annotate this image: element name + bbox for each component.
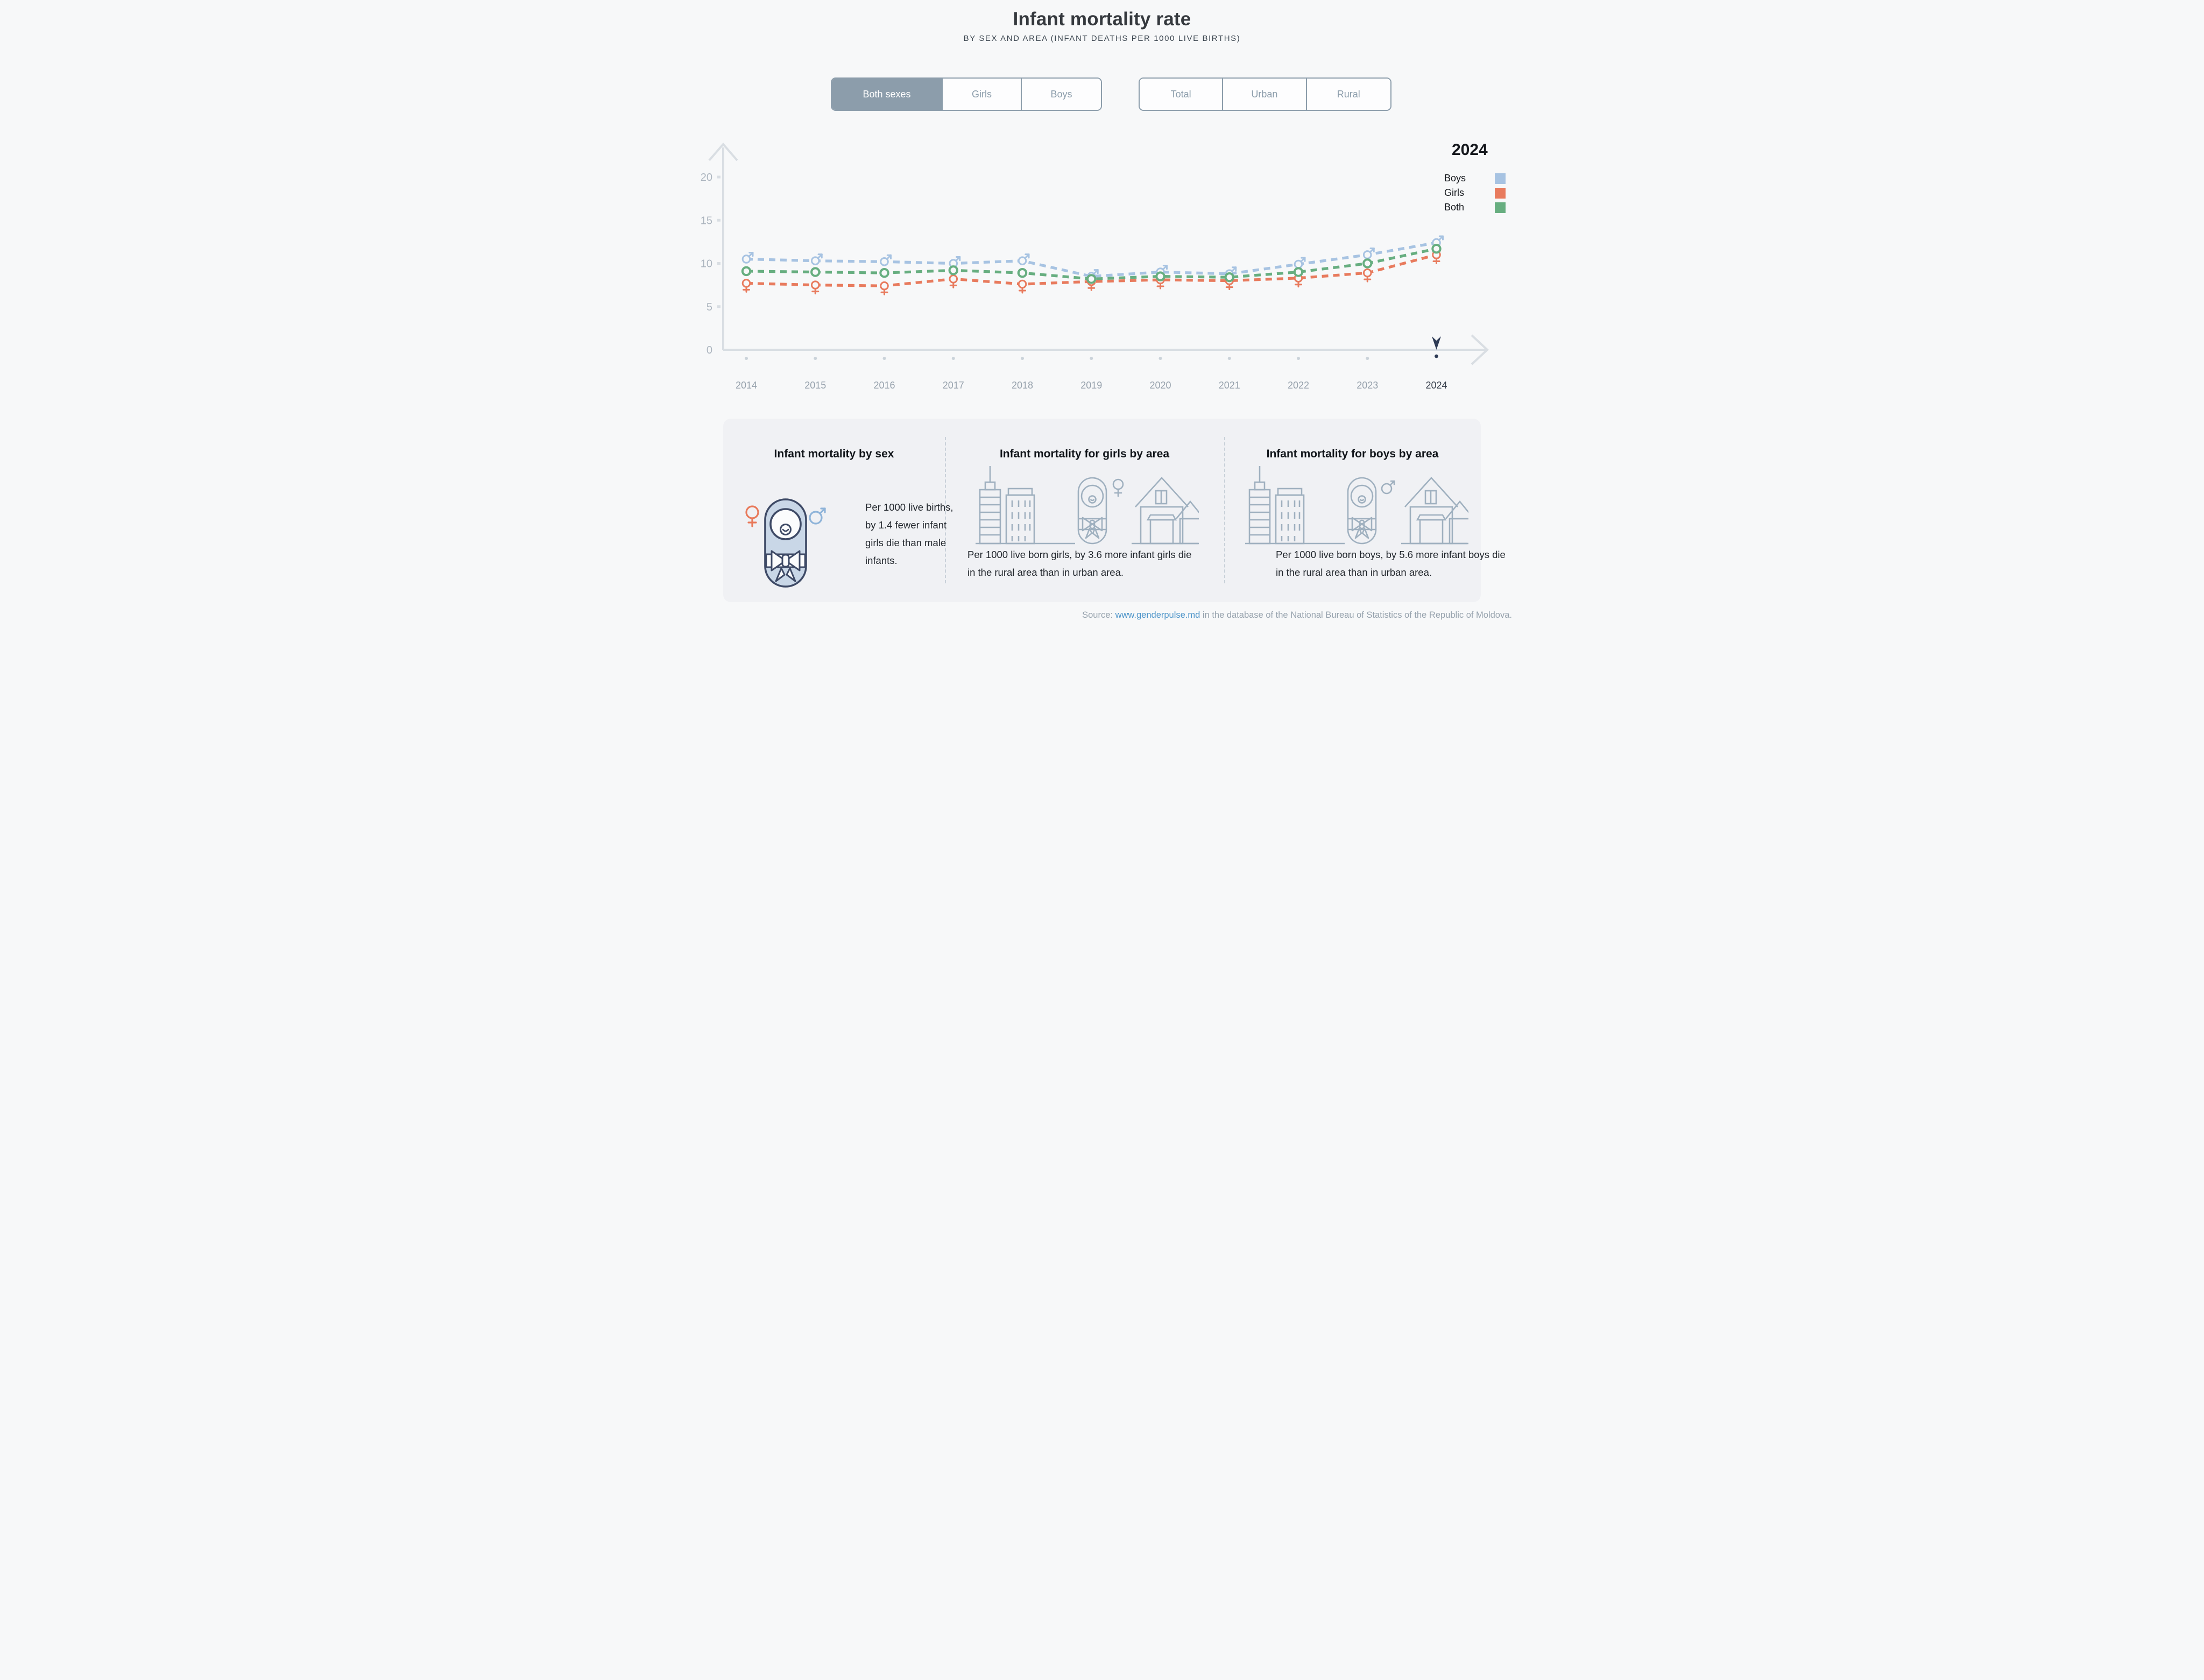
svg-text:5: 5 — [707, 301, 712, 313]
year-label-2014[interactable]: 2014 — [736, 380, 757, 391]
selected-year-pin[interactable] — [1432, 336, 1441, 350]
legend-year: 2024 — [1452, 141, 1488, 159]
legend-swatch — [1495, 187, 1506, 199]
year-dot — [1227, 357, 1231, 360]
chart-legend: 2024 Boys Girls Both — [1444, 141, 1506, 215]
year-label-2016[interactable]: 2016 — [873, 380, 895, 391]
female-symbol-icon — [745, 505, 759, 527]
card-mortality-by-sex: Infant mortality by sex — [723, 419, 953, 602]
male-symbol-icon — [809, 507, 826, 525]
toggle-total[interactable]: Total — [1140, 79, 1224, 110]
city-buildings-icon — [976, 466, 1075, 545]
toggle-both-sexes[interactable]: Both sexes — [832, 79, 943, 110]
swaddled-baby-icon — [1077, 477, 1107, 545]
line-chart: 0 5 10 15 20 2014 2015 2016 2017 2018 2019 2020 2021… — [701, 142, 1489, 391]
toggle-boys[interactable]: Boys — [1022, 79, 1101, 110]
urban-rural-boys-icon — [1245, 466, 1468, 545]
card-text: Per 1000 live births, by 1.4 fewer infant… — [865, 502, 953, 566]
year-label-2017[interactable]: 2017 — [943, 380, 964, 391]
genderpulse-infant-mortality-page: Infant mortality rate BY SEX AND AREA (I… — [689, 0, 1515, 630]
year-label-2024[interactable]: 2024 — [1425, 380, 1447, 391]
year-dot — [951, 357, 955, 360]
legend-item-boys: Boys — [1444, 171, 1506, 186]
source-link[interactable]: www.genderpulse.md — [1115, 610, 1200, 620]
year-dot — [1297, 357, 1300, 360]
year-label-2022[interactable]: 2022 — [1288, 380, 1309, 391]
legend-swatch — [1495, 173, 1506, 184]
year-label-2019[interactable]: 2019 — [1080, 380, 1102, 391]
legend-label: Boys — [1444, 173, 1466, 183]
svg-text:10: 10 — [701, 258, 712, 270]
card-text: Per 1000 live born boys, by 5.6 more inf… — [1276, 549, 1506, 578]
card-boys-by-area: Infant mortality for boys by area — [1224, 419, 1506, 602]
legend-item-girls: Girls — [1444, 186, 1506, 200]
toggle-girls[interactable]: Girls — [943, 79, 1022, 110]
svg-text:0: 0 — [707, 344, 712, 356]
building-windows — [1011, 500, 1031, 541]
rural-house-icon — [1401, 477, 1468, 545]
year-label-2021[interactable]: 2021 — [1219, 380, 1240, 391]
city-buildings-icon — [1245, 466, 1345, 545]
year-dot — [1366, 357, 1369, 360]
legend-label: Both — [1444, 202, 1465, 213]
svg-text:20: 20 — [701, 172, 712, 183]
source-prefix: Source: — [1082, 610, 1115, 620]
series-line-boys — [746, 241, 1437, 278]
swaddled-baby-icon — [764, 498, 807, 588]
series-markers-boys — [741, 235, 1444, 281]
year-label-2023[interactable]: 2023 — [1357, 380, 1378, 391]
card-divider — [945, 437, 946, 583]
year-dot — [1090, 357, 1093, 360]
source-line: Source: www.genderpulse.md in the databa… — [1082, 610, 1512, 620]
rural-house-icon — [1132, 477, 1199, 545]
toggle-rural[interactable]: Rural — [1306, 79, 1390, 110]
legend-item-both: Both — [1444, 200, 1506, 215]
legend-items: Boys Girls Both — [1444, 171, 1506, 215]
swaddled-baby-icon — [1347, 477, 1377, 545]
svg-text:15: 15 — [701, 215, 712, 227]
year-dot — [814, 357, 817, 360]
legend-label: Girls — [1444, 187, 1464, 198]
toggle-urban[interactable]: Urban — [1223, 79, 1307, 110]
info-cards-panel: Infant mortality by sex — [723, 419, 1506, 602]
series-line-girls — [746, 253, 1437, 287]
legend-swatch — [1495, 202, 1506, 213]
source-suffix: in the database of the National Bureau o… — [1200, 610, 1512, 620]
year-dot — [1021, 357, 1024, 360]
page-title: Infant mortality rate — [1013, 9, 1191, 30]
year-dot — [745, 357, 748, 360]
female-symbol-icon — [1112, 478, 1124, 497]
card-text: Per 1000 live born girls, by 3.6 more in… — [967, 549, 1192, 578]
year-dot — [1158, 357, 1162, 360]
male-symbol-icon — [1381, 480, 1395, 495]
card-title: Infant mortality for girls by area — [999, 448, 1170, 460]
year-label-2018[interactable]: 2018 — [1012, 380, 1033, 391]
year-label-2020[interactable]: 2020 — [1149, 380, 1171, 391]
urban-rural-girls-icon — [976, 466, 1199, 545]
card-title: Infant mortality for boys by area — [1266, 448, 1439, 460]
sex-toggle-group: Both sexes Girls Boys — [831, 77, 1102, 111]
building-windows — [1281, 500, 1301, 541]
card-girls-by-area: Infant mortality for girls by area — [945, 419, 1224, 602]
baby-by-sex-icon — [745, 498, 826, 588]
year-label-2015[interactable]: 2015 — [804, 380, 826, 391]
year-dot — [882, 357, 886, 360]
area-toggle-group: Total Urban Rural — [1139, 77, 1391, 111]
series-markers-both — [741, 244, 1442, 284]
card-title: Infant mortality by sex — [774, 448, 894, 460]
card-divider — [1224, 437, 1225, 583]
series-markers-girls — [741, 250, 1441, 295]
page-subtitle: BY SEX AND AREA (INFANT DEATHS PER 1000 … — [963, 34, 1241, 43]
